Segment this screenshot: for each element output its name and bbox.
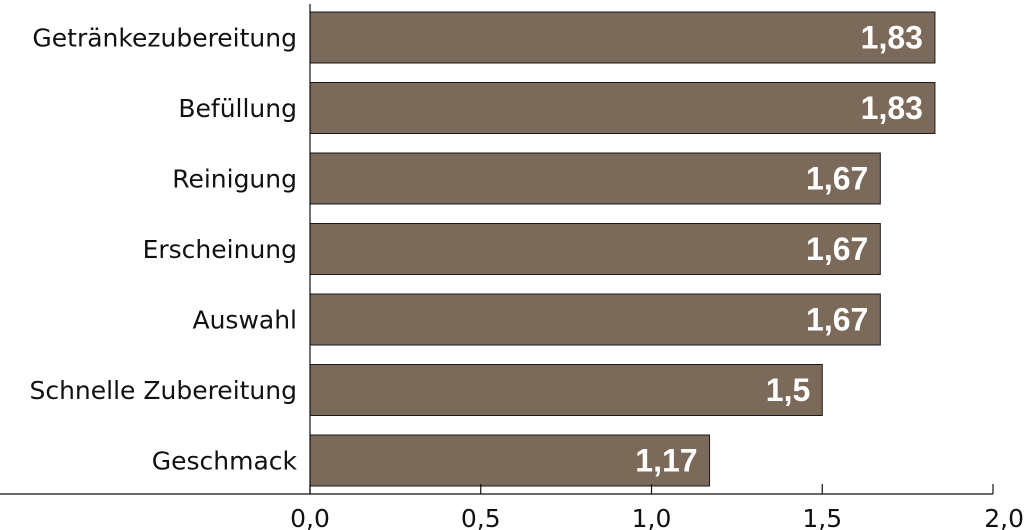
bar-0 bbox=[309, 11, 936, 64]
x-tick-label-3: 1,5 bbox=[802, 504, 842, 530]
x-tick-label-1: 0,5 bbox=[461, 504, 501, 530]
bar-4 bbox=[309, 293, 881, 346]
category-label-3: Erscheinung bbox=[143, 235, 297, 264]
category-label-0: Getränkezubereitung bbox=[32, 24, 297, 53]
value-label-0: 1,83 bbox=[861, 20, 923, 56]
value-label-6: 1,17 bbox=[635, 443, 697, 479]
category-label-4: Auswahl bbox=[192, 306, 297, 335]
value-label-3: 1,67 bbox=[806, 231, 868, 267]
x-tick-label-0: 0,0 bbox=[290, 504, 330, 530]
value-label-2: 1,67 bbox=[806, 161, 868, 197]
bar-6 bbox=[309, 434, 711, 487]
category-label-1: Befüllung bbox=[178, 94, 297, 123]
bar-2 bbox=[309, 152, 881, 205]
bar-1 bbox=[309, 82, 936, 134]
value-label-5: 1,5 bbox=[766, 372, 810, 408]
bar-3 bbox=[309, 223, 881, 275]
category-label-5: Schnelle Zubereitung bbox=[29, 376, 297, 405]
x-tick-label-4: 2,0 bbox=[984, 504, 1024, 530]
bars-layer bbox=[309, 11, 936, 487]
bar-5 bbox=[309, 364, 823, 416]
category-label-6: Geschmack bbox=[152, 447, 298, 476]
x-tick-label-2: 1,0 bbox=[632, 504, 672, 530]
value-label-1: 1,83 bbox=[861, 90, 923, 126]
category-label-2: Reinigung bbox=[172, 165, 297, 194]
value-labels: 1,83 1,83 1,67 1,67 1,67 1,5 1,17 bbox=[635, 20, 923, 479]
value-label-4: 1,67 bbox=[806, 302, 868, 338]
category-labels: Getränkezubereitung Befüllung Reinigung Ers… bbox=[29, 24, 297, 476]
x-axis-ticks: 0,0 0,5 1,0 1,5 2,0 bbox=[290, 484, 1024, 530]
